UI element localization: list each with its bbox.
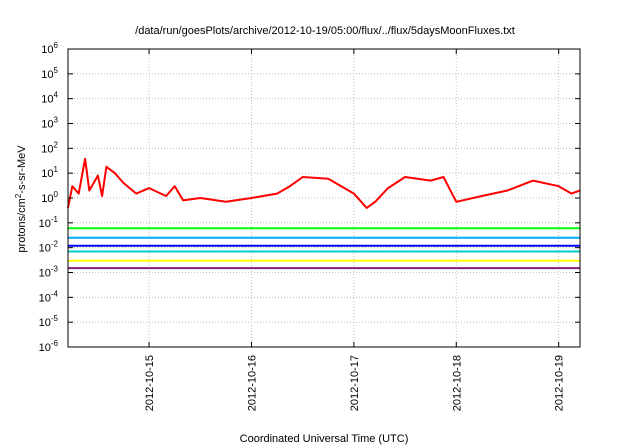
y-tick-label-base: 10 <box>41 119 53 131</box>
y-tick-label-exponent: 0 <box>54 190 59 199</box>
x-tick-label: 2012-10-19 <box>554 355 566 411</box>
y-tick-label-base: 10 <box>41 94 53 106</box>
x-tick-label: 2012-10-17 <box>349 355 361 411</box>
x-tick-label: 2012-10-18 <box>451 355 463 411</box>
y-tick-label-base: 10 <box>41 193 53 205</box>
y-tick-label-exponent: -1 <box>51 215 59 224</box>
y-tick-label-base: 10 <box>41 168 53 180</box>
y-tick-label: 105 <box>41 66 58 81</box>
y-tick-label-exponent: -2 <box>51 240 59 249</box>
y-tick-label-base: 10 <box>39 317 51 329</box>
y-tick-label-base: 10 <box>41 69 53 81</box>
y-tick-label: 106 <box>41 41 58 56</box>
y-tick-label-exponent: -6 <box>51 339 59 348</box>
axes <box>67 48 581 348</box>
y-axis-label-base: protons/cm <box>16 198 28 252</box>
y-tick-label: 10-6 <box>39 339 59 354</box>
y-tick-label: 101 <box>41 165 58 180</box>
x-tick-label: 2012-10-16 <box>246 355 258 411</box>
y-tick-label-exponent: 6 <box>54 41 59 50</box>
y-tick-labels: 10-610-510-410-310-210-11001011021031041… <box>39 41 59 354</box>
y-tick-label: 104 <box>41 91 58 106</box>
y-tick-label-exponent: 4 <box>54 91 59 100</box>
y-tick-label-base: 10 <box>39 342 51 354</box>
y-tick-label: 100 <box>41 190 58 205</box>
y-tick-label-base: 10 <box>41 44 53 56</box>
y-tick-label-base: 10 <box>39 218 51 230</box>
y-tick-label-exponent: 2 <box>54 140 59 149</box>
y-tick-label: 10-2 <box>39 240 59 255</box>
grid-lines <box>68 49 580 347</box>
y-tick-label-base: 10 <box>39 268 51 280</box>
y-tick-label: 10-4 <box>39 289 59 304</box>
y-tick-label: 103 <box>41 116 58 131</box>
y-tick-label: 10-1 <box>39 215 59 230</box>
y-tick-label: 102 <box>41 140 58 155</box>
y-tick-label-exponent: 3 <box>54 116 59 125</box>
y-tick-label-exponent: 1 <box>54 165 59 174</box>
series-lines <box>67 157 581 270</box>
y-tick-label-exponent: -4 <box>51 289 59 298</box>
y-axis-label-rest: -s-sr-MeV <box>16 145 28 194</box>
y-tick-label-base: 10 <box>41 143 53 155</box>
y-tick-label-exponent: -5 <box>51 314 59 323</box>
x-axis-label: Coordinated Universal Time (UTC) <box>240 433 409 445</box>
y-tick-label: 10-5 <box>39 314 59 329</box>
y-tick-label-exponent: -3 <box>51 265 59 274</box>
chart-title: /data/run/goesPlots/archive/2012-10-19/0… <box>135 25 515 37</box>
plot-frame <box>67 48 581 348</box>
x-tick-labels: 2012-10-15 2012-10-16 2012-10-17 2012-10-18… <box>144 355 566 411</box>
y-tick-label: 10-3 <box>39 265 59 280</box>
y-axis-label: protons/cm2-s-sr-MeV <box>14 145 28 253</box>
y-axis-label-sup: 2 <box>14 193 23 198</box>
y-tick-label-base: 10 <box>39 292 51 304</box>
y-tick-label-base: 10 <box>39 243 51 255</box>
x-tick-label: 2012-10-15 <box>144 355 156 411</box>
y-tick-label-exponent: 5 <box>54 66 59 75</box>
series-line <box>67 157 581 209</box>
